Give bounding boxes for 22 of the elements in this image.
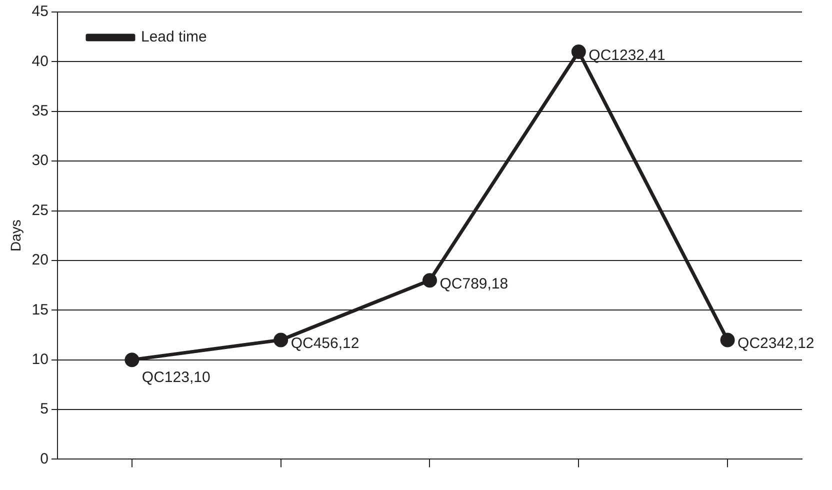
y-tick-label: 25 [32,202,48,219]
data-label: QC123,10 [142,368,210,386]
y-tick-label: 20 [32,252,48,269]
y-tick-label: 0 [40,450,48,468]
y-tick-label: 45 [32,3,48,20]
y-tick-label: 10 [32,350,48,368]
y-tick-label: 30 [32,152,48,170]
point [571,44,586,59]
data-label: QC1232,41 [588,46,666,64]
y-tick-label: 15 [32,301,48,318]
legend-label: Lead time [140,28,207,46]
y-tick-label: 40 [32,52,48,70]
point [274,332,288,348]
y-axis-title: Days [7,220,24,252]
point [124,352,140,368]
data-label: QC456,12 [290,335,360,352]
point [422,273,437,288]
y-tick-label: 35 [32,102,48,120]
data-label: QC2342,12 [738,335,814,352]
y-tick-label: 5 [40,400,48,418]
point [720,332,735,348]
data-label: QC789,18 [440,275,508,292]
